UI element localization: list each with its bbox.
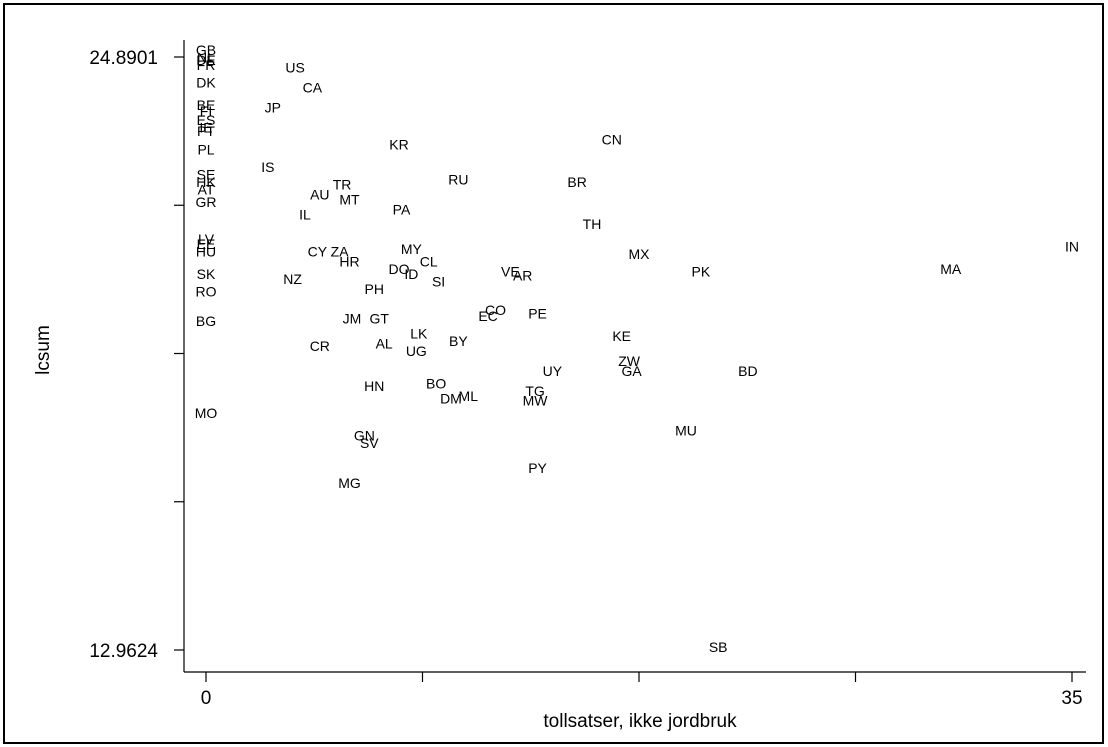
data-point-label: KE <box>612 328 631 344</box>
data-point-label: CA <box>303 80 323 96</box>
data-point-label: BO <box>426 375 446 391</box>
data-point-label: SK <box>197 266 216 282</box>
data-point-label: MW <box>523 393 549 409</box>
data-point-label: MT <box>339 191 360 207</box>
data-point-label: PE <box>528 306 547 322</box>
y-tick-label: 24.8901 <box>89 48 158 69</box>
data-point-label: MA <box>940 261 962 277</box>
data-point-label: AR <box>513 267 532 283</box>
data-point-label: CN <box>602 132 622 148</box>
data-point-label: NZ <box>283 271 302 287</box>
data-point-label: MU <box>675 423 697 439</box>
data-point-label: HU <box>196 244 216 260</box>
data-point-label: DK <box>196 75 216 91</box>
data-point-label: MY <box>401 241 423 257</box>
data-point-label: HR <box>339 254 359 270</box>
data-point-label: NL <box>197 50 215 66</box>
data-point-label: DO <box>388 261 409 277</box>
data-point-label: CO <box>485 302 506 318</box>
data-point-label: ZW <box>618 353 641 369</box>
chart-frame <box>3 3 1104 744</box>
data-point-label: PY <box>528 460 547 476</box>
data-point-label: BD <box>738 363 757 379</box>
data-point-label: UG <box>406 343 427 359</box>
data-point-label: TG <box>525 383 544 399</box>
data-point-label: US <box>285 60 304 76</box>
data-point-label: FR <box>197 57 216 73</box>
data-point-label: VE <box>501 263 520 279</box>
data-point-label: HK <box>196 174 216 190</box>
data-point-label: JP <box>265 99 281 115</box>
data-point-label: TH <box>583 216 602 232</box>
data-point-label: RU <box>448 172 468 188</box>
data-point-label: SV <box>360 435 379 451</box>
data-point-label: EE <box>197 236 216 252</box>
data-point-label: PT <box>197 123 215 139</box>
data-point-label: EC <box>478 308 497 324</box>
data-point-label: HN <box>364 378 384 394</box>
y-axis-title: lcsum <box>33 325 54 375</box>
data-point-label: UY <box>543 363 563 379</box>
data-point-label: LV <box>198 231 215 247</box>
data-point-label: SE <box>197 167 216 183</box>
data-point-label: BE <box>197 97 216 113</box>
x-tick-label: 35 <box>1061 688 1082 709</box>
data-point-label: RO <box>196 283 217 299</box>
data-point-label: BG <box>196 313 216 329</box>
data-point-label: SB <box>709 639 728 655</box>
data-point-label: CR <box>310 338 330 354</box>
x-ticks: 0 35 <box>201 672 1083 709</box>
data-point-label: CY <box>308 244 328 260</box>
data-point-label: DM <box>440 390 462 406</box>
data-point-label: AL <box>376 336 393 352</box>
data-point-label: MO <box>195 405 218 421</box>
data-point-label: DE <box>196 52 215 68</box>
data-point-label: ML <box>459 388 479 404</box>
data-point-label: GT <box>369 311 389 327</box>
data-point-label: GR <box>196 194 217 210</box>
data-point-label: AU <box>310 186 329 202</box>
x-tick-label: 0 <box>201 688 212 709</box>
data-point-label: AT <box>198 181 215 197</box>
data-point-label: ES <box>197 112 216 128</box>
y-tick-label: 12.9624 <box>89 641 158 662</box>
data-point-label: GB <box>196 42 216 58</box>
data-point-label: PK <box>692 263 711 279</box>
data-point-label: MX <box>629 246 651 262</box>
data-point-label: IL <box>299 206 311 222</box>
data-point-label: PH <box>365 281 384 297</box>
data-point-label: BR <box>567 174 586 190</box>
x-axis-title: tollsatser, ikke jordbruk <box>543 711 737 732</box>
data-point-label: LK <box>410 326 428 342</box>
data-point-label: KR <box>389 137 408 153</box>
data-point-label: FI <box>200 103 212 119</box>
data-point-label: TR <box>333 176 352 192</box>
data-point-label: IS <box>261 159 274 175</box>
data-point-label: GN <box>354 428 375 444</box>
axes: 12.9624 24.8901 0 35 <box>89 40 1086 709</box>
data-point-label: PA <box>393 201 411 217</box>
data-point-label: IN <box>1065 239 1079 255</box>
data-point-label: PL <box>197 142 214 158</box>
data-point-label: BY <box>449 333 468 349</box>
data-point-label: ID <box>404 266 418 282</box>
y-ticks: 12.9624 24.8901 <box>89 48 184 662</box>
data-point-label: GA <box>621 363 642 379</box>
data-point-label: IE <box>199 119 212 135</box>
data-point-label: ZA <box>331 244 350 260</box>
data-point-label: JM <box>343 311 362 327</box>
data-point-label: CL <box>420 254 438 270</box>
data-point-label: MG <box>338 475 361 491</box>
data-point-label: SI <box>432 273 445 289</box>
